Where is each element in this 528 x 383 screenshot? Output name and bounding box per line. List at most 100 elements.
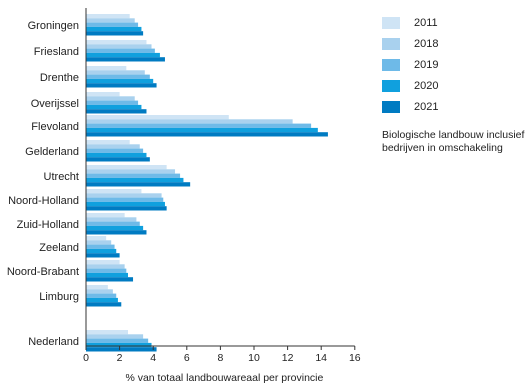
bar-drenthe-2011 bbox=[86, 66, 127, 71]
x-tick-label-14: 14 bbox=[315, 352, 327, 364]
bar-noord-holland-2019 bbox=[86, 197, 164, 202]
category-label-limburg: Limburg bbox=[39, 291, 79, 303]
bar-zuid-holland-2020 bbox=[86, 225, 144, 231]
bar-zeeland-2020 bbox=[86, 248, 117, 254]
category-label-noord-holland: Noord-Holland bbox=[8, 195, 79, 207]
bar-nederland-2021 bbox=[86, 347, 157, 352]
bar-zuid-holland-2011 bbox=[86, 213, 125, 218]
bar-flevoland-2018 bbox=[86, 119, 293, 124]
bar-utrecht-2021 bbox=[86, 182, 191, 187]
bar-gelderland-2021 bbox=[86, 157, 150, 162]
legend-swatch-2011 bbox=[382, 16, 400, 29]
legend-label-2021: 2021 bbox=[414, 100, 439, 113]
legend-item-2011: 2011 bbox=[382, 12, 438, 33]
bar-utrecht-2020 bbox=[86, 177, 184, 183]
bar-gelderland-2020 bbox=[86, 152, 147, 158]
bar-nederland-2011 bbox=[86, 330, 128, 335]
bar-groningen-2018 bbox=[86, 18, 135, 23]
bar-groningen-2021 bbox=[86, 31, 144, 36]
bar-noord-holland-2018 bbox=[86, 193, 162, 198]
bar-limburg-2019 bbox=[86, 293, 117, 298]
bar-flevoland-2020 bbox=[86, 127, 318, 133]
bar-overijssel-2018 bbox=[86, 96, 135, 101]
legend-label-2019: 2019 bbox=[414, 58, 439, 71]
bar-friesland-2020 bbox=[86, 52, 160, 58]
bar-noord-brabant-2011 bbox=[86, 260, 120, 265]
bar-noord-brabant-2020 bbox=[86, 272, 128, 278]
bar-groningen-2011 bbox=[86, 14, 130, 19]
bar-groningen-2020 bbox=[86, 26, 142, 32]
legend-item-2020: 2020 bbox=[382, 75, 438, 96]
bar-overijssel-2019 bbox=[86, 100, 139, 105]
legend-item-2021: 2021 bbox=[382, 96, 438, 117]
category-label-zuid-holland: Zuid-Holland bbox=[17, 219, 79, 231]
bar-overijssel-2011 bbox=[86, 92, 120, 97]
bar-drenthe-2018 bbox=[86, 70, 145, 75]
x-tick-label-16: 16 bbox=[349, 352, 361, 364]
bar-noord-holland-2011 bbox=[86, 189, 142, 194]
category-label-utrecht: Utrecht bbox=[44, 171, 79, 183]
bar-overijssel-2021 bbox=[86, 109, 147, 114]
bar-noord-brabant-2021 bbox=[86, 277, 134, 282]
bar-zeeland-2018 bbox=[86, 240, 112, 245]
bar-flevoland-2011 bbox=[86, 115, 229, 120]
legend-item-2019: 2019 bbox=[382, 54, 438, 75]
bar-friesland-2021 bbox=[86, 57, 165, 62]
x-tick-label-4: 4 bbox=[150, 352, 156, 364]
bar-limburg-2020 bbox=[86, 297, 118, 303]
bar-gelderland-2011 bbox=[86, 140, 130, 145]
bar-zuid-holland-2021 bbox=[86, 230, 147, 235]
bar-flevoland-2019 bbox=[86, 123, 312, 128]
category-label-overijssel: Overijssel bbox=[31, 98, 79, 110]
bar-utrecht-2019 bbox=[86, 173, 181, 178]
legend-swatch-2021 bbox=[382, 100, 400, 113]
bar-groningen-2019 bbox=[86, 22, 139, 27]
x-tick-label-12: 12 bbox=[282, 352, 294, 364]
bar-gelderland-2018 bbox=[86, 144, 140, 149]
x-axis-title: % van totaal landbouwareaal per provinci… bbox=[125, 372, 323, 383]
legend-swatch-2019 bbox=[382, 58, 400, 71]
chart-note: Biologische landbouw inclusief bedrijven… bbox=[382, 129, 525, 154]
bar-drenthe-2020 bbox=[86, 78, 154, 84]
bar-nederland-2019 bbox=[86, 338, 149, 343]
category-label-drenthe: Drenthe bbox=[40, 72, 79, 84]
bar-gelderland-2019 bbox=[86, 148, 144, 153]
bar-zeeland-2019 bbox=[86, 244, 115, 249]
x-tick-label-8: 8 bbox=[217, 352, 223, 364]
bar-zeeland-2021 bbox=[86, 253, 120, 258]
bar-noord-brabant-2019 bbox=[86, 268, 127, 273]
bar-nederland-2020 bbox=[86, 342, 152, 348]
category-label-noord-brabant: Noord-Brabant bbox=[7, 266, 79, 278]
bar-utrecht-2018 bbox=[86, 169, 176, 174]
legend-swatch-2020 bbox=[382, 79, 400, 92]
bar-drenthe-2021 bbox=[86, 83, 157, 88]
x-tick-label-0: 0 bbox=[83, 352, 89, 364]
legend-item-2018: 2018 bbox=[382, 33, 438, 54]
category-label-nederland: Nederland bbox=[28, 336, 79, 348]
bar-limburg-2021 bbox=[86, 302, 122, 307]
bar-zuid-holland-2019 bbox=[86, 221, 140, 226]
bar-nederland-2018 bbox=[86, 334, 144, 339]
x-tick-label-10: 10 bbox=[248, 352, 260, 364]
category-label-friesland: Friesland bbox=[34, 46, 79, 58]
legend-label-2011: 2011 bbox=[414, 16, 438, 29]
category-label-zeeland: Zeeland bbox=[39, 242, 79, 254]
category-label-gelderland: Gelderland bbox=[25, 146, 79, 158]
category-label-groningen: Groningen bbox=[28, 20, 79, 32]
bar-flevoland-2021 bbox=[86, 132, 328, 137]
bar-overijssel-2020 bbox=[86, 104, 142, 110]
bar-utrecht-2011 bbox=[86, 165, 167, 170]
bar-noord-brabant-2018 bbox=[86, 264, 125, 269]
bar-friesland-2019 bbox=[86, 48, 155, 53]
bar-zuid-holland-2018 bbox=[86, 217, 137, 222]
bar-noord-holland-2020 bbox=[86, 201, 165, 207]
bar-limburg-2018 bbox=[86, 289, 113, 294]
bar-noord-holland-2021 bbox=[86, 206, 167, 211]
category-label-flevoland: Flevoland bbox=[31, 121, 79, 133]
x-tick-label-2: 2 bbox=[117, 352, 123, 364]
x-tick-label-6: 6 bbox=[184, 352, 190, 364]
bar-friesland-2018 bbox=[86, 44, 152, 49]
legend: 2011 2018 2019 2020 2021 bbox=[382, 12, 438, 117]
